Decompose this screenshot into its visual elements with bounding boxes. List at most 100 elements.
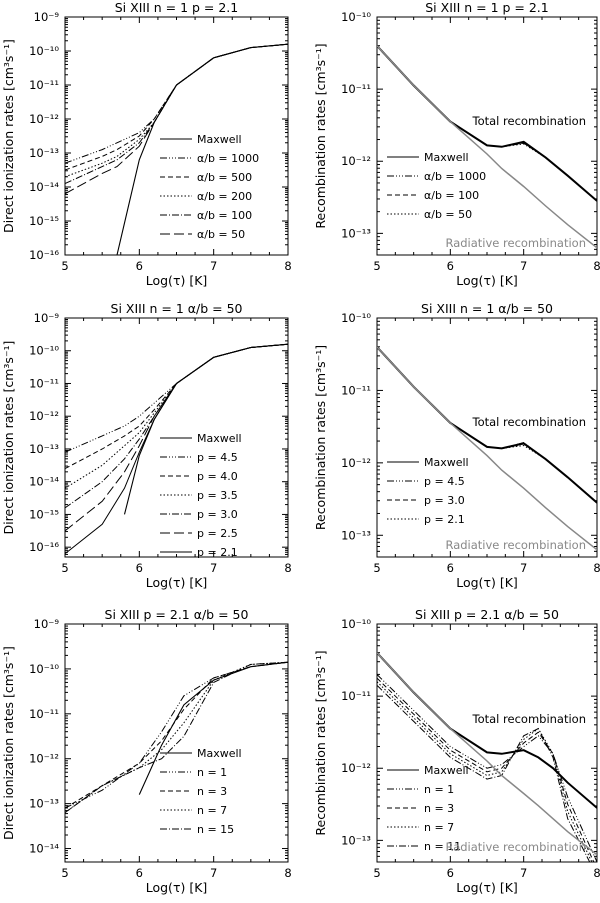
y-tick-label: 10⁻¹¹ [341, 383, 371, 397]
plot-frame [376, 317, 598, 558]
radiative-recombination-label: Radiative recombination [445, 840, 586, 854]
legend-entry: p = 4.5 [197, 451, 238, 464]
y-tick-label: 10⁻¹⁶ [29, 248, 59, 262]
x-axis-label: Log(τ) [K] [146, 575, 208, 590]
y-tick-label: 10⁻¹⁰ [341, 617, 371, 631]
y-tick-label: 10⁻¹⁰ [341, 311, 371, 325]
series-line-p-3-0 [65, 343, 288, 509]
y-tick-label: 10⁻¹⁴ [29, 475, 59, 489]
total-recombination-label: Total recombination [472, 712, 586, 726]
series-line-maxwell [138, 661, 288, 795]
y-tick-label: 10⁻¹³ [29, 442, 59, 456]
legend-entry: α/b = 1000 [197, 152, 259, 165]
y-axis-label: Recombination rates [cm³s⁻¹] [313, 650, 328, 835]
y-tick-label: 10⁻¹¹ [29, 707, 59, 721]
legend: Maxwell p = 4.5 p = 4.0 p = 3.5 p = 3.0 p = 2… [160, 432, 242, 559]
legend-entry: Maxwell [424, 151, 469, 164]
legend-entry: Maxwell [197, 432, 242, 445]
series-group [65, 661, 288, 814]
x-tick-label: 8 [593, 866, 600, 880]
x-tick-label: 5 [373, 561, 380, 575]
panel-title: Si XIII p = 2.1 α/b = 50 [415, 607, 559, 622]
radiative-recombination-label: Radiative recombination [445, 538, 586, 552]
legend: Maxwell α/b = 1000 α/b = 100 α/b = 50 [387, 151, 486, 221]
y-tick-label: 10⁻¹⁰ [29, 44, 59, 58]
y-tick-label: 10⁻¹⁴ [29, 842, 59, 856]
legend-entry: α/b = 500 [197, 171, 252, 184]
legend: Maxwell n = 1 n = 3 n = 7 n = 11 [387, 764, 469, 853]
y-tick-label: 10⁻¹⁴ [29, 180, 59, 194]
panel-c: 5 6 7 8 10⁻¹⁶ 10⁻¹⁵ 10⁻¹⁴ 10⁻¹³ 10⁻¹² 10⁻¹¹ 10⁻¹⁰ 1… [1, 301, 292, 590]
panel-title: Si XIII n = 1 p = 2.1 [425, 0, 548, 15]
y-tick-label: 10⁻¹¹ [341, 82, 371, 96]
y-tick-label: 10⁻¹⁰ [29, 662, 59, 676]
y-tick-label: 10⁻¹² [341, 154, 371, 168]
series-line-total-recombination-maxwell- [377, 652, 597, 809]
x-tick-label: 6 [447, 561, 454, 575]
y-tick-label: 10⁻⁹ [34, 10, 60, 24]
legend: Maxwell p = 4.5 p = 3.0 p = 2.1 [387, 456, 469, 526]
plot-frame [64, 16, 289, 256]
x-axis-label: Log(τ) [K] [456, 880, 518, 895]
legend-entry: n = 11 [424, 840, 461, 853]
x-tick-label: 7 [210, 561, 217, 575]
y-tick-label: 10⁻¹³ [341, 226, 371, 240]
legend-entry: p = 3.5 [197, 489, 238, 502]
legend-entry: p = 2.1 [424, 513, 465, 526]
series-line-radiative-recombination [377, 652, 597, 856]
legend-entry: α/b = 200 [197, 190, 252, 203]
plot-frame [64, 623, 289, 863]
y-tick-label: 10⁻¹³ [341, 528, 371, 542]
y-tick-label: 10⁻⁹ [34, 311, 60, 325]
y-axis-label: Recombination rates [cm³s⁻¹] [313, 345, 328, 530]
legend-entry: p = 3.0 [424, 494, 465, 507]
x-axis-label: Log(τ) [K] [146, 273, 208, 288]
x-axis-label: Log(τ) [K] [456, 273, 518, 288]
series-line-n-15 [65, 661, 288, 814]
y-tick-label: 10⁻¹¹ [29, 376, 59, 390]
series-line-p-3-5 [65, 343, 288, 489]
y-tick-label: 10⁻¹² [29, 752, 59, 766]
x-tick-label: 7 [520, 561, 527, 575]
x-tick-label: 5 [373, 259, 380, 273]
panel-d: 5 6 7 8 10⁻¹³ 10⁻¹² 10⁻¹¹ 10⁻¹⁰ Si XIII n = 1 α/… [313, 301, 600, 590]
series-line--b-100 [377, 45, 597, 202]
legend-entry: p = 4.0 [197, 470, 238, 483]
legend-entry: p = 2.5 [197, 527, 238, 540]
y-tick-label: 10⁻¹⁰ [29, 344, 59, 358]
legend-entry: n = 7 [424, 821, 454, 834]
x-tick-label: 6 [136, 561, 143, 575]
x-tick-label: 7 [210, 866, 217, 880]
legend-entry: α/b = 50 [424, 208, 472, 221]
series-line-n-1 [65, 661, 288, 809]
y-tick-label: 10⁻¹² [29, 409, 59, 423]
x-tick-label: 7 [210, 259, 217, 273]
series-group [65, 43, 288, 255]
legend: Maxwell α/b = 1000 α/b = 500 α/b = 200 α/b =… [160, 133, 259, 241]
x-tick-label: 8 [593, 561, 600, 575]
x-tick-label: 5 [61, 259, 68, 273]
y-tick-label: 10⁻¹² [29, 112, 59, 126]
y-tick-label: 10⁻¹⁵ [29, 507, 59, 521]
y-tick-label: 10⁻¹¹ [341, 689, 371, 703]
x-tick-label: 6 [136, 866, 143, 880]
y-tick-label: 10⁻¹² [341, 761, 371, 775]
panel-e: 5 6 7 8 10⁻¹⁴ 10⁻¹³ 10⁻¹² 10⁻¹¹ 10⁻¹⁰ 10⁻⁹ Si XIII… [1, 607, 292, 895]
legend-entry: n = 7 [197, 804, 227, 817]
x-tick-label: 5 [373, 866, 380, 880]
x-axis-label: Log(τ) [K] [146, 880, 208, 895]
x-tick-label: 6 [447, 259, 454, 273]
x-tick-label: 6 [447, 866, 454, 880]
total-recombination-label: Total recombination [472, 415, 586, 429]
x-tick-label: 8 [284, 561, 291, 575]
y-tick-label: 10⁻¹² [341, 456, 371, 470]
panel-title: Si XIII n = 1 α/b = 50 [111, 301, 243, 316]
series-group [65, 343, 288, 555]
legend-entry: Maxwell [197, 133, 242, 146]
plot-frame [376, 16, 598, 256]
x-tick-label: 8 [284, 259, 291, 273]
legend-entry: p = 4.5 [424, 475, 465, 488]
y-tick-label: 10⁻⁹ [34, 617, 60, 631]
y-tick-label: 10⁻¹⁰ [341, 10, 371, 24]
